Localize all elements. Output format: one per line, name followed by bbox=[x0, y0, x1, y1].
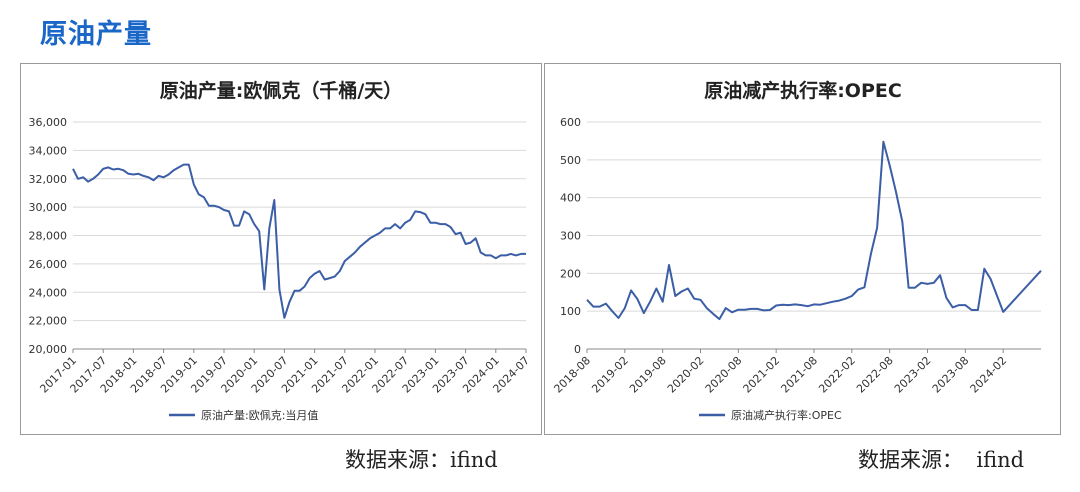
y-tick-label: 30,000 bbox=[29, 201, 68, 214]
x-tick-label: 2020-02 bbox=[665, 354, 707, 396]
source-note-left: 数据来源：ifind bbox=[345, 448, 498, 472]
y-tick-label: 500 bbox=[560, 154, 581, 167]
x-tick-label: 2023-02 bbox=[892, 354, 934, 396]
x-tick-label: 2020-08 bbox=[703, 354, 745, 396]
y-tick-label: 0 bbox=[574, 343, 581, 356]
y-tick-label: 20,000 bbox=[29, 343, 68, 356]
y-tick-label: 28,000 bbox=[29, 230, 68, 243]
legend-label: 原油减产执行率:OPEC bbox=[731, 408, 842, 422]
y-tick-label: 400 bbox=[560, 192, 581, 205]
x-tick-label: 2021-02 bbox=[741, 354, 783, 396]
x-tick-label: 2022-08 bbox=[854, 354, 896, 396]
source-note-right: 数据来源： ifind bbox=[858, 448, 1025, 472]
y-tick-label: 100 bbox=[560, 305, 581, 318]
chart-opec-production: 原油产量:欧佩克（千桶/天） 20,000 22,000 24,000 26,000 28… bbox=[29, 79, 533, 422]
page-title: 原油产量 bbox=[40, 19, 152, 50]
y-tick-label: 36,000 bbox=[29, 116, 68, 129]
x-tick-label: 2019-02 bbox=[589, 354, 631, 396]
x-tick-label: 2023-08 bbox=[930, 354, 972, 396]
y-tick-label: 24,000 bbox=[29, 286, 68, 299]
x-tick-label: 2019-08 bbox=[627, 354, 669, 396]
series-line bbox=[586, 140, 1042, 321]
y-tick-label: 600 bbox=[560, 116, 581, 129]
y-tick-label: 22,000 bbox=[29, 315, 68, 328]
y-tick-label: 26,000 bbox=[29, 258, 68, 271]
chart-opec-compliance: 原油减产执行率:OPEC01002003004005006002018-0820… bbox=[551, 79, 1042, 422]
y-tick-label: 200 bbox=[560, 267, 581, 280]
x-tick-label: 2024-02 bbox=[968, 354, 1010, 396]
y-tick-label: 34,000 bbox=[29, 144, 68, 157]
chart-title: 原油产量:欧佩克（千桶/天） bbox=[160, 79, 403, 102]
x-tick-label: 2018-08 bbox=[551, 354, 593, 396]
x-tick-label: 2021-08 bbox=[778, 354, 820, 396]
chart-title: 原油减产执行率:OPEC bbox=[704, 79, 902, 102]
chart-panel-opec-production: 原油产量:欧佩克（千桶/天） 20,000 22,000 24,000 26,000 28… bbox=[20, 63, 542, 435]
chart-panel-opec-compliance: 原油减产执行率:OPEC 0 100 200 300 400 500 600 2018-08 20… bbox=[544, 63, 1061, 435]
series-line bbox=[72, 163, 526, 319]
y-tick-label: 32,000 bbox=[29, 173, 68, 186]
legend-label: 原油产量:欧佩克:当月值 bbox=[201, 408, 318, 422]
x-tick-label: 2022-02 bbox=[816, 354, 858, 396]
y-tick-label: 300 bbox=[560, 230, 581, 243]
